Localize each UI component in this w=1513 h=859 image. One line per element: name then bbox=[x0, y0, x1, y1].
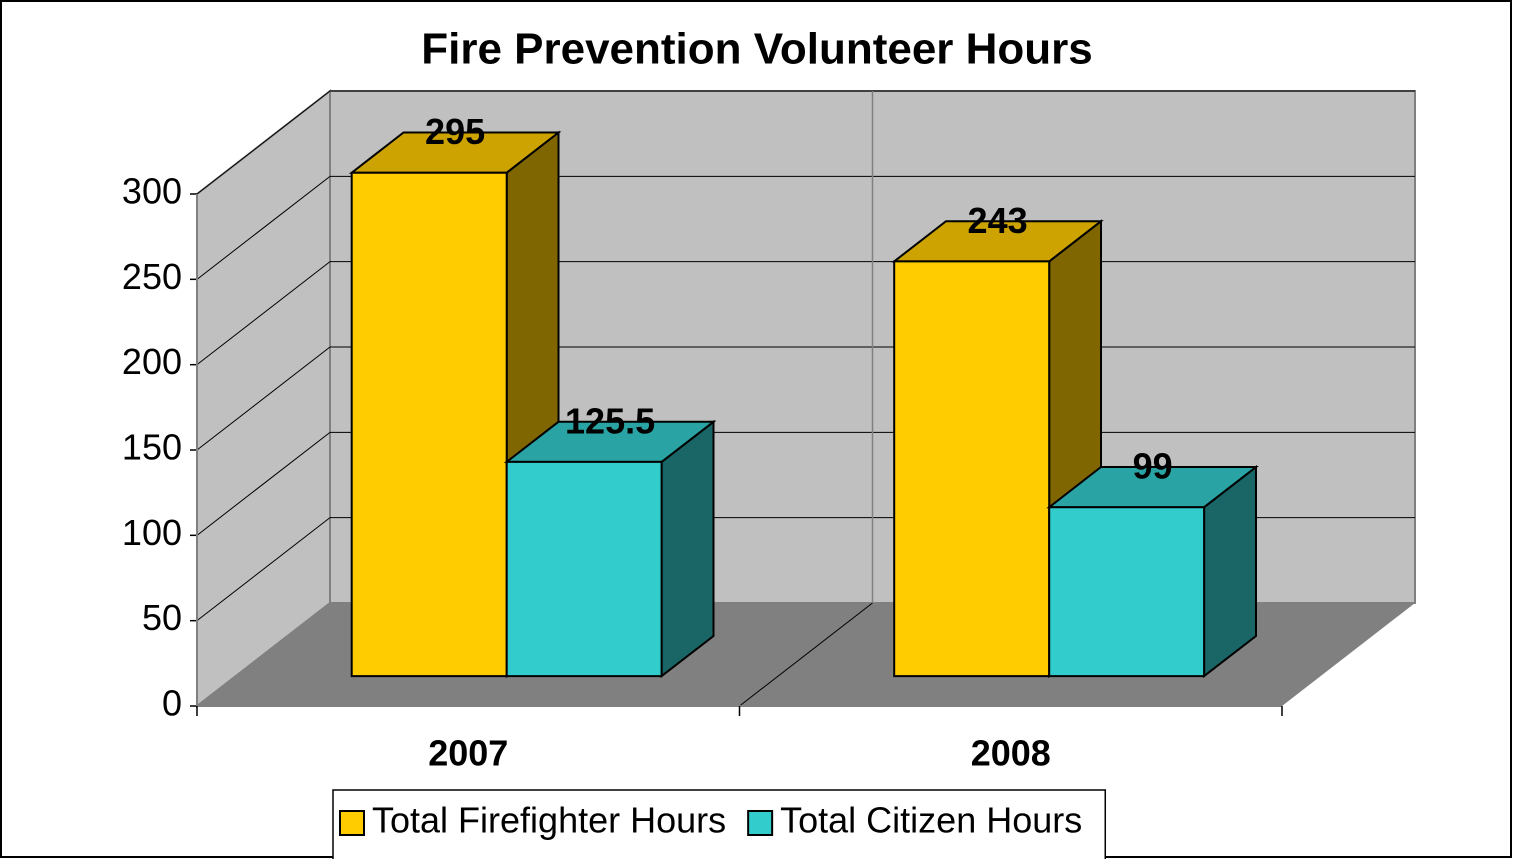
bar bbox=[350, 171, 508, 678]
legend bbox=[332, 789, 1107, 859]
category-divider bbox=[739, 602, 873, 707]
grid-line bbox=[196, 431, 331, 536]
y-tick-label: 250 bbox=[122, 256, 182, 297]
x-tick-label: 2007 bbox=[428, 733, 508, 774]
chart-title: Fire Prevention Volunteer Hours bbox=[421, 25, 1093, 74]
legend-swatch bbox=[339, 810, 365, 836]
y-tick-label: 50 bbox=[142, 597, 182, 638]
data-label: 295 bbox=[425, 111, 485, 152]
grid-line bbox=[196, 261, 331, 366]
y-tick-label: 100 bbox=[122, 512, 182, 553]
legend-label: Total Firefighter Hours bbox=[372, 800, 726, 841]
data-label: 243 bbox=[968, 200, 1028, 241]
grid-line bbox=[196, 517, 331, 622]
y-tick-label: 300 bbox=[122, 171, 182, 212]
data-label: 125.5 bbox=[565, 400, 655, 441]
y-tick-label: 0 bbox=[162, 683, 182, 724]
y-tick-label: 200 bbox=[122, 341, 182, 382]
bar bbox=[893, 260, 1051, 678]
bar-side bbox=[660, 419, 715, 679]
grid-line bbox=[196, 346, 331, 451]
grid-line bbox=[196, 175, 331, 280]
bar bbox=[505, 460, 663, 678]
legend-label: Total Citizen Hours bbox=[780, 800, 1082, 841]
data-label: 99 bbox=[1133, 446, 1173, 487]
bar bbox=[1048, 506, 1206, 678]
legend-swatch bbox=[747, 810, 774, 836]
y-tick-label: 150 bbox=[122, 427, 182, 468]
x-tick-label: 2008 bbox=[971, 733, 1051, 774]
grid-line bbox=[196, 90, 331, 195]
